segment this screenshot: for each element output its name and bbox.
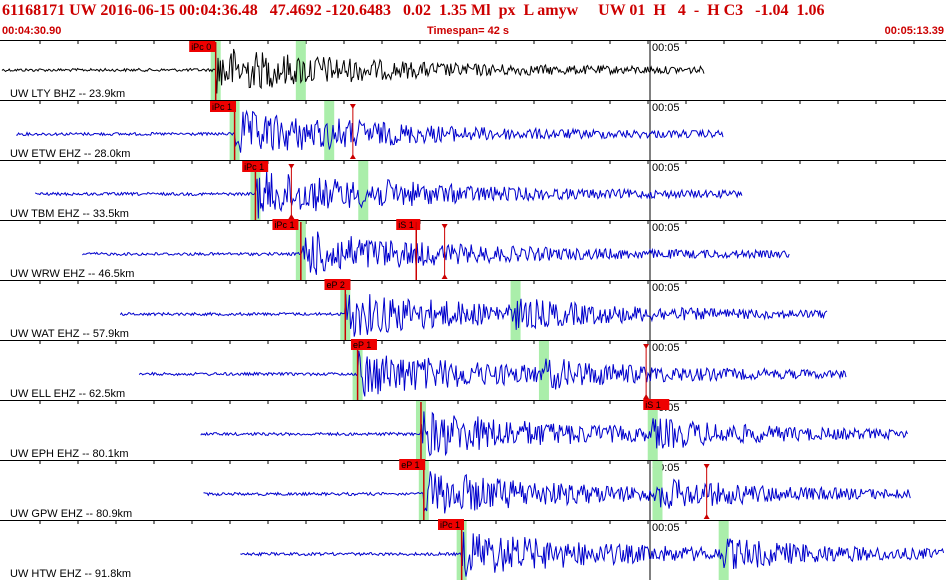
end-time: 00:05:13.39 [884, 25, 944, 37]
timespan: Timespan= 42 s [427, 25, 510, 37]
pick-label: iPc 1 [274, 220, 294, 230]
pick-label: iPc 1 [440, 520, 460, 530]
waveform [200, 411, 908, 457]
trace-panel[interactable]: 00:05 iPc 0 UW LTY BHZ -- 23.9km [0, 40, 946, 100]
amplitude-marker-bottom [703, 514, 710, 519]
station-label: UW ETW EHZ -- 28.0km [10, 148, 130, 160]
amplitude-marker-bottom [643, 394, 650, 399]
trace-panel[interactable]: 00:05 iPc 1 iS 1 UW WRW EHZ -- 46.5km [0, 219, 946, 280]
station-label: UW LTY BHZ -- 23.9km [10, 88, 125, 100]
s-window [324, 101, 335, 160]
amplitude-marker-bottom [288, 214, 295, 219]
station-label: UW WRW EHZ -- 46.5km [10, 268, 134, 280]
pick-label: eP 1 [353, 340, 371, 350]
station-label: UW WAT EHZ -- 57.9km [10, 328, 129, 340]
pick-label-box [324, 279, 351, 290]
pick-label-box [643, 399, 670, 410]
amplitude-marker-top [349, 104, 356, 109]
pick-label: iPc 0 [191, 42, 211, 52]
station-label: UW EPH EHZ -- 80.1km [10, 448, 129, 460]
amplitude-marker-top [288, 164, 295, 169]
pick-label: iPc 1 [244, 162, 264, 172]
pick-label: iPc 1 [212, 102, 232, 112]
amplitude-marker-top [441, 224, 448, 229]
station-label: UW HTW EHZ -- 91.8km [10, 568, 131, 580]
amplitude-marker-bottom [349, 154, 356, 159]
amplitude-marker-bottom [441, 274, 448, 279]
trace-panel[interactable]: 00:05 iPc 1 UW ETW EHZ -- 28.0km [0, 100, 946, 160]
pick-label-box [189, 41, 216, 52]
waveform [138, 350, 847, 397]
trace-panel[interactable]: 00:05 iPc 1 UW TBM EHZ -- 33.5km [0, 160, 946, 220]
waveform [119, 294, 828, 337]
tick-label: 00:05 [652, 102, 680, 114]
pick-label-box [399, 459, 426, 470]
seismogram-panel[interactable]: 00:05 iPc 0 UW LTY BHZ -- 23.9km 00:05 iPc 1… [0, 40, 946, 580]
event-summary-line: 61168171 UW 2016-06-15 00:04:36.48 47.46… [2, 2, 825, 19]
amplitude-marker-top [703, 464, 710, 469]
waveform [203, 471, 911, 514]
s-window [358, 161, 369, 220]
pick-label: eP 2 [326, 280, 344, 290]
s-window [652, 461, 663, 520]
pick-label: iS 1 [645, 400, 661, 410]
waveform [1, 48, 705, 94]
tick-label: 00:05 [652, 222, 680, 234]
pick-label-box [210, 101, 237, 112]
time-range-line: 00:04:30.90 Timespan= 42 s 00:05:13.39 [0, 25, 946, 39]
trace-panel[interactable]: 00:05iS 1UW EPH EHZ -- 80.1km [0, 399, 946, 460]
trace-panel[interactable]: 00:05 iPc 1 UW HTW EHZ -- 91.8km [0, 519, 946, 580]
station-label: UW TBM EHZ -- 33.5km [10, 208, 129, 220]
tick-label: 00:05 [652, 42, 680, 54]
tick-label: 00:05 [652, 162, 680, 174]
amplitude-marker-top [643, 344, 650, 349]
station-label: UW GPW EHZ -- 80.9km [10, 508, 132, 520]
s-window [647, 401, 658, 460]
waveform [82, 231, 790, 275]
pick-label-box [272, 219, 299, 230]
tick-label: 00:05 [652, 282, 680, 294]
pick-label-box [396, 219, 421, 230]
trace-panel[interactable]: 00:05 eP 1 UW ELL EHZ -- 62.5km [0, 339, 946, 400]
pick-label: iS 1 [398, 220, 414, 230]
pick-label-box [350, 339, 377, 350]
s-window [295, 41, 306, 100]
header: 61168171 UW 2016-06-15 00:04:36.48 47.46… [0, 0, 946, 40]
s-window [718, 521, 729, 580]
tick-label: 00:05 [652, 522, 680, 534]
waveform [16, 109, 724, 153]
station-label: UW ELL EHZ -- 62.5km [10, 388, 125, 400]
waveform [240, 531, 945, 577]
pick-label-box [437, 519, 464, 530]
pick-label: eP 1 [401, 460, 419, 470]
waveform [34, 170, 743, 219]
pick-label-box [242, 161, 269, 172]
trace-panel[interactable]: 00:05 eP 2 UW WAT EHZ -- 57.9km [0, 279, 946, 340]
tick-label: 00:05 [652, 342, 680, 354]
start-time: 00:04:30.90 [2, 25, 62, 37]
